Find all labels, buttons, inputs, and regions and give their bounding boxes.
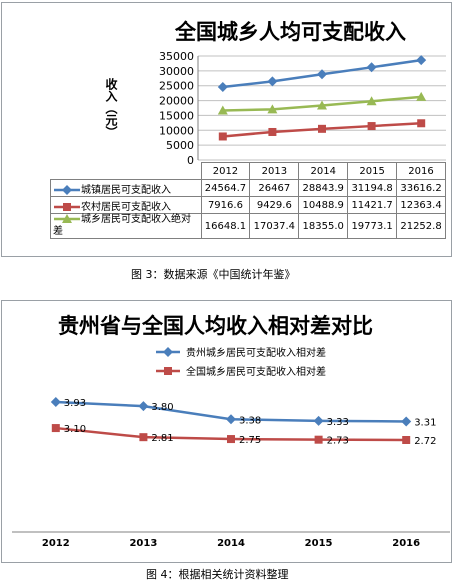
chart1-data-point — [416, 55, 427, 66]
chart1-data-point — [218, 132, 227, 141]
chart1-table-value: 17037.4 — [249, 213, 300, 239]
chart2-data-label: 2.81 — [151, 433, 173, 444]
chart2-data-point — [402, 436, 411, 444]
chart1-table-value: 28843.9 — [298, 179, 349, 197]
chart1-data-point — [417, 119, 426, 128]
chart2-data-label: 3.38 — [239, 415, 261, 426]
chart2-x-tick-label: 2012 — [42, 538, 70, 549]
chart-panel-relative-gap — [1, 300, 452, 563]
chart2-legend-symbol — [164, 367, 172, 375]
chart2-x-tick-label: 2013 — [129, 538, 157, 549]
chart1-table-row: 城乡居民可支配收入绝对差 16648.1 17037.4 18355.0 19773.1… — [50, 213, 446, 239]
chart1-data-point — [366, 62, 377, 73]
chart2-data-point — [50, 397, 61, 407]
chart1-y-tick-label: 10000 — [159, 124, 194, 137]
chart2-data-point — [227, 435, 235, 444]
chart1-x-tick-label: 2015 — [347, 162, 398, 180]
chart1-y-tick-label: 30000 — [159, 65, 194, 78]
chart1-legend-label: 农村居民可支配收入 — [81, 201, 171, 213]
chart1-title: 全国城乡人均可支配收入 — [175, 20, 406, 44]
chart1-data-point — [217, 105, 228, 115]
chart1-table-row: 城镇居民可支配收入 24564.7 26467 28843.9 31194.8 33616… — [50, 179, 446, 197]
chart2-data-point — [139, 433, 148, 442]
chart1-table-value: 9429.6 — [249, 196, 300, 214]
chart1-legend-entry: 城乡居民可支配收入绝对差 — [50, 213, 202, 239]
chart1-table-value: 24564.7 — [200, 179, 251, 197]
chart1-data-point — [267, 76, 278, 87]
chart2-data-point — [138, 401, 149, 412]
chart1-table-value: 19773.1 — [347, 213, 398, 239]
chart2-data-point — [226, 414, 236, 425]
chart1-data-point — [217, 82, 228, 93]
chart2-legend-label: 贵州城乡居民可支配收入相对差 — [186, 346, 326, 359]
chart2-data-label: 2.73 — [327, 436, 349, 447]
chart1-table-value: 10488.9 — [298, 196, 349, 214]
chart2-x-tick-label: 2016 — [392, 538, 420, 549]
chart2-legend-symbol — [163, 347, 173, 357]
chart2-data-point — [51, 424, 60, 433]
chart1-legend-symbol — [62, 214, 72, 223]
chart1-table-value: 31194.8 — [347, 179, 398, 197]
chart1-legend-entry: 城镇居民可支配收入 — [50, 179, 202, 197]
chart1-data-point — [367, 122, 376, 131]
chart1-table-value: 26467 — [249, 179, 300, 197]
chart1-y-tick-label: 5000 — [166, 139, 194, 152]
chart1-table-value: 7916.6 — [200, 196, 251, 214]
chart1-legend-marker — [54, 184, 80, 195]
chart2-data-point — [313, 415, 324, 426]
chart2-x-tick-label: 2015 — [305, 538, 333, 549]
chart1-legend-marker — [54, 202, 80, 211]
chart1-table-value: 16648.1 — [200, 213, 251, 239]
chart1-table-value: 12363.4 — [396, 196, 446, 214]
chart2-x-tick-label: 2014 — [217, 538, 245, 549]
chart1-legend-symbol — [62, 184, 72, 195]
chart1-legend-entry: 农村居民可支配收入 — [50, 196, 202, 214]
chart2-legend-label: 全国城乡居民可支配收入相对差 — [186, 365, 326, 378]
chart2-plot: 2012 2013 2014 2015 2016 贵州城乡居民可支配收入相对差全国城乡居民… — [12, 346, 450, 549]
figure3-caption: 图 3：数据来源《中国统计年鉴》 — [131, 268, 296, 281]
chart1-x-tick-label: 2016 — [396, 162, 446, 180]
chart1-table-corner — [51, 163, 202, 180]
chart1-x-tick-label: 2012 — [200, 162, 251, 180]
chart1-table-value: 18355.0 — [298, 213, 349, 239]
chart2-title: 贵州省与全国人均收入相对差对比 — [58, 314, 373, 338]
chart1-y-tick-label: 15000 — [159, 109, 194, 122]
chart2-data-point — [401, 416, 412, 427]
chart1-y-tick-label: 25000 — [159, 80, 194, 93]
chart1-table-value: 33616.2 — [396, 179, 446, 197]
chart2-data-point — [314, 435, 323, 444]
chart1-table-header-row: 2012 2013 2014 2015 2016 — [51, 162, 446, 180]
figure4-caption: 图 4：根据相关统计资料整理 — [146, 568, 289, 581]
chart1-x-tick-label: 2014 — [298, 162, 349, 180]
chart2-data-label: 3.10 — [64, 424, 86, 435]
chart1-data-point — [268, 127, 277, 136]
chart2-data-label: 2.72 — [414, 436, 436, 447]
chart1-data-point — [318, 124, 326, 133]
chart1-data-point — [317, 69, 327, 80]
chart1-data-table: 2012 2013 2014 2015 2016 城镇居民可支配收入 24564.7 2646… — [50, 162, 446, 239]
chart1-y-axis-label: 收入（元） — [104, 78, 118, 138]
chart2-data-label: 3.80 — [151, 402, 173, 413]
chart1-table-row: 农村居民可支配收入 7916.6 9429.6 10488.9 11421.7 12363… — [50, 196, 446, 214]
chart1-legend-marker — [54, 214, 80, 223]
chart1-y-tick-label: 0 — [187, 154, 194, 167]
chart2-data-label: 3.33 — [327, 417, 349, 428]
chart1-legend-label: 城乡居民可支配收入绝对差 — [53, 214, 191, 237]
chart1-data-point — [267, 104, 278, 114]
chart2-data-label: 3.93 — [64, 398, 86, 409]
chart1-x-tick-label: 2013 — [249, 162, 300, 180]
chart2-data-label: 2.75 — [239, 435, 261, 446]
chart1-y-tick-label: 20000 — [159, 95, 194, 108]
chart1-table-value: 21252.8 — [396, 213, 446, 239]
chart1-y-tick-label: 35000 — [159, 50, 194, 63]
chart1-legend-label: 城镇居民可支配收入 — [81, 184, 171, 196]
chart1-data-point — [416, 91, 427, 101]
chart1-legend-symbol — [63, 202, 71, 211]
chart1-data-point — [317, 100, 327, 110]
chart2-data-label: 3.31 — [414, 417, 436, 428]
chart1-table-value: 11421.7 — [347, 196, 398, 214]
chart1-data-point — [366, 96, 377, 106]
